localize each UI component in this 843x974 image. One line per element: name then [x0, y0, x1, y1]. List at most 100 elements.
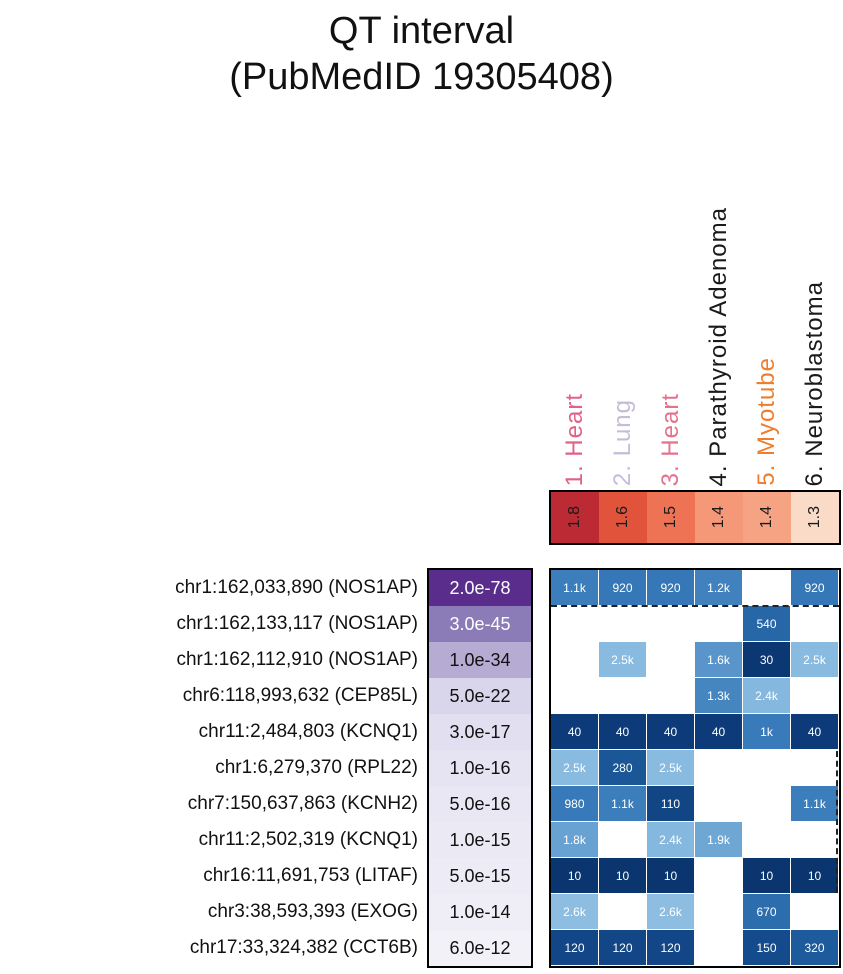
- score-value: 1.8: [566, 506, 583, 529]
- heatmap-cell-r1-c4: 1.2k: [695, 570, 743, 606]
- heatmap-cell-r10-c2: [599, 894, 647, 930]
- heatmap-cell-r7-c6: 1.1k: [791, 786, 839, 822]
- score-value: 1.6: [614, 506, 631, 529]
- heatmap-cell-r7-c3: 110: [647, 786, 695, 822]
- pvalue-cell-4: 5.0e-22: [429, 678, 531, 714]
- column-header-label: 1. Heart: [561, 392, 588, 486]
- heatmap-cell-r1-c2: 920: [599, 570, 647, 606]
- heatmap-cell-r7-c4: [695, 786, 743, 822]
- pvalue-cell-8: 1.0e-15: [429, 822, 531, 858]
- row-label-10: chr3:38,593,393 (EXOG): [207, 901, 418, 922]
- pvalue-cell-3: 1.0e-34: [429, 642, 531, 678]
- row-label-3: chr1:162,112,910 (NOS1AP): [176, 649, 418, 670]
- column-header-1: 1. Heart: [551, 105, 599, 486]
- heatmap-cell-r3-c4: 1.6k: [695, 642, 743, 678]
- dashed-marker-row1: [551, 605, 839, 607]
- heatmap-cell-r9-c6: 10: [791, 858, 839, 894]
- heatmap-cell-r8-c6: [791, 822, 839, 858]
- pvalue-column: 2.0e-78 3.0e-45 1.0e-34 5.0e-22 3.0e-17 1.0e-…: [427, 568, 533, 968]
- heatmap-cell-r3-c3: [647, 642, 695, 678]
- heatmap-cell-r2-c2: [599, 606, 647, 642]
- pvalue-cell-11: 6.0e-12: [429, 930, 531, 966]
- row-label-1: chr1:162,033,890 (NOS1AP): [175, 577, 418, 598]
- heatmap-cell-r6-c2: 280: [599, 750, 647, 786]
- heatmap-cell-r5-c2: 40: [599, 714, 647, 750]
- heatmap-cell-r10-c4: [695, 894, 743, 930]
- column-header-3: 3. Heart: [647, 105, 695, 486]
- column-header-6: 6. Neuroblastoma: [791, 105, 839, 486]
- column-headers: 1. Heart 2. Lung 3. Heart 4. Parathyroid Ad…: [551, 105, 839, 487]
- heatmap-cell-r5-c6: 40: [791, 714, 839, 750]
- heatmap-cell-r11-c5: 150: [743, 930, 791, 966]
- column-header-label: 3. Heart: [657, 392, 684, 486]
- heatmap-cell-r8-c3: 2.4k: [647, 822, 695, 858]
- column-header-label: 6. Neuroblastoma: [801, 280, 828, 486]
- title-line-1: QT interval: [328, 10, 515, 52]
- heatmap-cell-r4-c1: [551, 678, 599, 714]
- heatmap-cell-r6-c6: [791, 750, 839, 786]
- heatmap-cell-r1-c3: 920: [647, 570, 695, 606]
- heatmap-cell-r4-c2: [599, 678, 647, 714]
- figure-title: QT interval (PubMedID 19305408): [0, 8, 843, 101]
- heatmap-cell-r7-c5: [743, 786, 791, 822]
- heatmap-cell-r6-c5: [743, 750, 791, 786]
- score-value: 1.5: [662, 506, 679, 529]
- heatmap-cell-r11-c1: 120: [551, 930, 599, 966]
- heatmap-cell-r9-c4: [695, 858, 743, 894]
- heatmap-cell-r10-c5: 670: [743, 894, 791, 930]
- heatmap-cell-r1-c6: 920: [791, 570, 839, 606]
- heatmap-cell-r2-c6: [791, 606, 839, 642]
- score-cell-1: 1.8: [551, 492, 599, 543]
- heatmap-cell-r11-c2: 120: [599, 930, 647, 966]
- score-value: 1.3: [806, 506, 823, 529]
- heatmap-cell-r6-c3: 2.5k: [647, 750, 695, 786]
- row-label-4: chr6:118,993,632 (CEP85L): [182, 685, 418, 706]
- heatmap-cell-r4-c3: [647, 678, 695, 714]
- column-header-label: 4. Parathyroid Adenoma: [705, 206, 732, 487]
- heatmap-cell-r5-c4: 40: [695, 714, 743, 750]
- score-cell-2: 1.6: [599, 492, 647, 543]
- heatmap-cell-r5-c1: 40: [551, 714, 599, 750]
- column-header-2: 2. Lung: [599, 105, 647, 486]
- dashed-marker-right-edge: [836, 751, 838, 893]
- score-band: 1.8 1.6 1.5 1.4 1.4 1.3: [549, 490, 841, 545]
- heatmap-cell-r11-c4: [695, 930, 743, 966]
- heatmap-cell-r3-c2: 2.5k: [599, 642, 647, 678]
- score-cell-5: 1.4: [743, 492, 791, 543]
- heatmap-cell-r4-c6: [791, 678, 839, 714]
- column-header-5: 5. Myotube: [743, 105, 791, 486]
- heatmap-cell-r2-c3: [647, 606, 695, 642]
- heatmap-cell-r8-c1: 1.8k: [551, 822, 599, 858]
- row-label-6: chr1:6,279,370 (RPL22): [215, 757, 418, 778]
- heatmap-cell-r1-c1: 1.1k: [551, 570, 599, 606]
- heatmap-cell-r1-c5: [743, 570, 791, 606]
- row-label-5: chr11:2,484,803 (KCNQ1): [198, 721, 418, 742]
- heatmap-cell-r9-c5: 10: [743, 858, 791, 894]
- score-value: 1.4: [758, 506, 775, 529]
- heatmap-cell-r9-c2: 10: [599, 858, 647, 894]
- row-label-8: chr11:2,502,319 (KCNQ1): [198, 829, 418, 850]
- column-header-label: 5. Myotube: [753, 357, 780, 486]
- heatmap-cell-r8-c5: [743, 822, 791, 858]
- column-header-label: 2. Lung: [609, 398, 636, 486]
- heatmap-cell-r4-c5: 2.4k: [743, 678, 791, 714]
- heatmap-grid: 1.1k 920 920 1.2k 920 540 2.5k 1.6k 30 2.5k 1.3k 2.…: [549, 568, 841, 968]
- heatmap-cell-r9-c1: 10: [551, 858, 599, 894]
- heatmap-cell-r3-c6: 2.5k: [791, 642, 839, 678]
- heatmap-cell-r4-c4: 1.3k: [695, 678, 743, 714]
- score-cell-6: 1.3: [791, 492, 839, 543]
- heatmap-cell-r7-c1: 980: [551, 786, 599, 822]
- heatmap-cell-r2-c1: [551, 606, 599, 642]
- heatmap-cell-r9-c3: 10: [647, 858, 695, 894]
- pvalue-cell-5: 3.0e-17: [429, 714, 531, 750]
- heatmap-cell-r5-c3: 40: [647, 714, 695, 750]
- heatmap-cell-r3-c1: [551, 642, 599, 678]
- row-label-9: chr16:11,691,753 (LITAF): [203, 865, 418, 886]
- heatmap-cell-r11-c3: 120: [647, 930, 695, 966]
- heatmap-cell-r8-c4: 1.9k: [695, 822, 743, 858]
- column-header-4: 4. Parathyroid Adenoma: [695, 105, 743, 487]
- heatmap-cell-r10-c6: [791, 894, 839, 930]
- score-cell-4: 1.4: [695, 492, 743, 543]
- row-label-2: chr1:162,133,117 (NOS1AP): [176, 613, 418, 634]
